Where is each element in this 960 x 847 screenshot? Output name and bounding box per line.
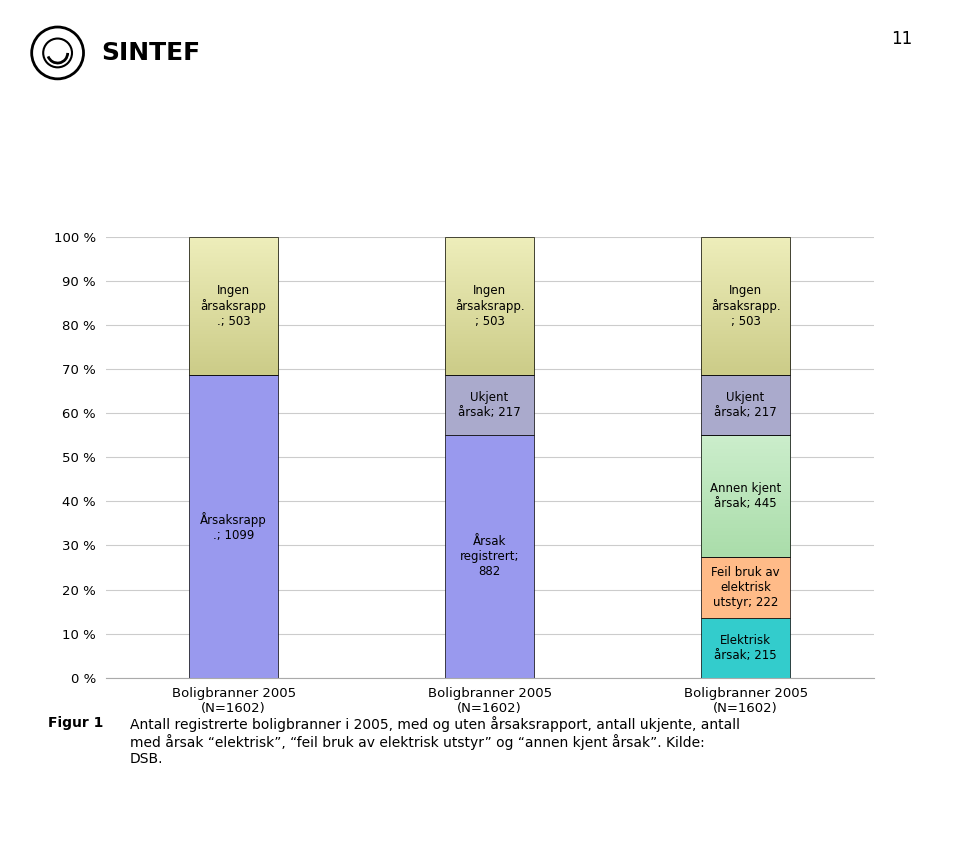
Bar <box>189 237 278 375</box>
Text: Ukjent
årsak; 217: Ukjent årsak; 217 <box>458 391 521 419</box>
Text: Årsaksrapp
.; 1099: Årsaksrapp .; 1099 <box>201 512 267 541</box>
Bar <box>444 237 535 375</box>
Text: Antall registrerte boligbranner i 2005, med og uten årsaksrapport, antall ukjent: Antall registrerte boligbranner i 2005, … <box>130 716 739 767</box>
Text: Figur 1: Figur 1 <box>48 716 104 730</box>
Text: Ingen
årsaksrapp.
; 503: Ingen årsaksrapp. ; 503 <box>710 285 780 329</box>
Text: SINTEF: SINTEF <box>101 41 200 64</box>
Bar <box>701 435 790 557</box>
Bar <box>701 557 790 618</box>
Bar <box>189 375 278 678</box>
Bar <box>701 375 790 435</box>
Text: Ingen
årsaksrapp
.; 503: Ingen årsaksrapp .; 503 <box>201 285 267 329</box>
Bar <box>701 237 790 375</box>
Text: Årsak
registrert;
882: Årsak registrert; 882 <box>460 534 519 578</box>
Bar <box>444 435 535 678</box>
Text: Elektrisk
årsak; 215: Elektrisk årsak; 215 <box>714 634 777 662</box>
Text: 11: 11 <box>891 30 912 47</box>
Text: Ukjent
årsak; 217: Ukjent årsak; 217 <box>714 391 777 419</box>
Bar <box>701 618 790 678</box>
Text: Feil bruk av
elektrisk
utstyr; 222: Feil bruk av elektrisk utstyr; 222 <box>711 567 780 610</box>
Text: Annen kjent
årsak; 445: Annen kjent årsak; 445 <box>710 482 781 510</box>
Bar <box>444 375 535 435</box>
Text: Ingen
årsaksrapp.
; 503: Ingen årsaksrapp. ; 503 <box>455 285 524 329</box>
